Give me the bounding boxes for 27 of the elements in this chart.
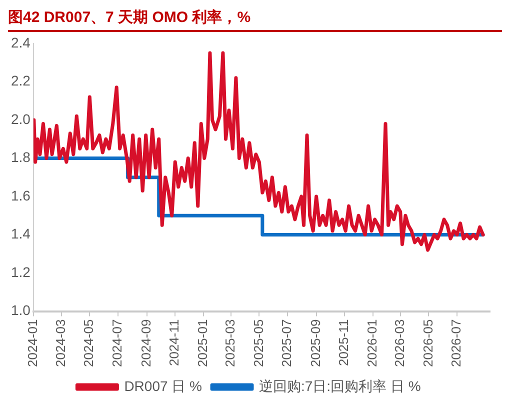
chart-title: 图42 DR007、7 天期 OMO 利率，% bbox=[8, 8, 502, 32]
x-tick-label: 2025-01 bbox=[195, 319, 210, 368]
x-tick-label: 2026-01 bbox=[364, 319, 380, 368]
x-tick-label: 2025-11 bbox=[336, 319, 352, 366]
x-tick-label: 2025-03 bbox=[222, 319, 238, 368]
x-tick-label: 2025-05 bbox=[250, 319, 266, 368]
x-tick-label: 2024-03 bbox=[52, 319, 68, 368]
x-tick-label: 2024-01 bbox=[25, 319, 40, 368]
y-tick-label: 2.2 bbox=[10, 72, 31, 89]
x-tick-label: 2026-07 bbox=[448, 319, 464, 368]
y-tick-label: 1.6 bbox=[10, 187, 31, 204]
x-tick-label: 2025-09 bbox=[308, 319, 323, 368]
x-tick-label: 2024-09 bbox=[138, 319, 154, 368]
y-tick-label: 2.4 bbox=[10, 34, 31, 50]
legend-label: 逆回购:7日:回购利率 日 % bbox=[259, 378, 421, 394]
legend-label: DR007 日 % bbox=[124, 378, 202, 394]
y-tick-label: 2.0 bbox=[10, 110, 31, 127]
y-tick-label: 1.2 bbox=[10, 264, 31, 280]
x-tick-label: 2024-07 bbox=[110, 319, 125, 368]
y-tick-label: 1.4 bbox=[10, 226, 31, 242]
x-tick-label: 2024-05 bbox=[81, 319, 96, 368]
x-tick-label: 2025-07 bbox=[279, 319, 294, 368]
y-tick-label: 1.8 bbox=[10, 149, 31, 166]
x-tick-label: 2026-03 bbox=[392, 319, 407, 368]
x-tick-label: 2024-11 bbox=[166, 319, 182, 366]
x-tick-label: 2026-05 bbox=[420, 319, 436, 368]
y-tick-label: 1.0 bbox=[10, 302, 31, 318]
